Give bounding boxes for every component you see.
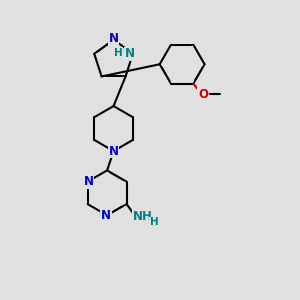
Text: NH: NH xyxy=(133,211,153,224)
Text: N: N xyxy=(84,175,94,188)
Text: N: N xyxy=(101,209,111,222)
Text: N: N xyxy=(109,32,118,45)
Text: O: O xyxy=(198,88,208,101)
Text: H: H xyxy=(150,217,159,227)
Text: N: N xyxy=(109,145,118,158)
Text: N: N xyxy=(125,47,135,60)
Text: H: H xyxy=(114,48,122,58)
